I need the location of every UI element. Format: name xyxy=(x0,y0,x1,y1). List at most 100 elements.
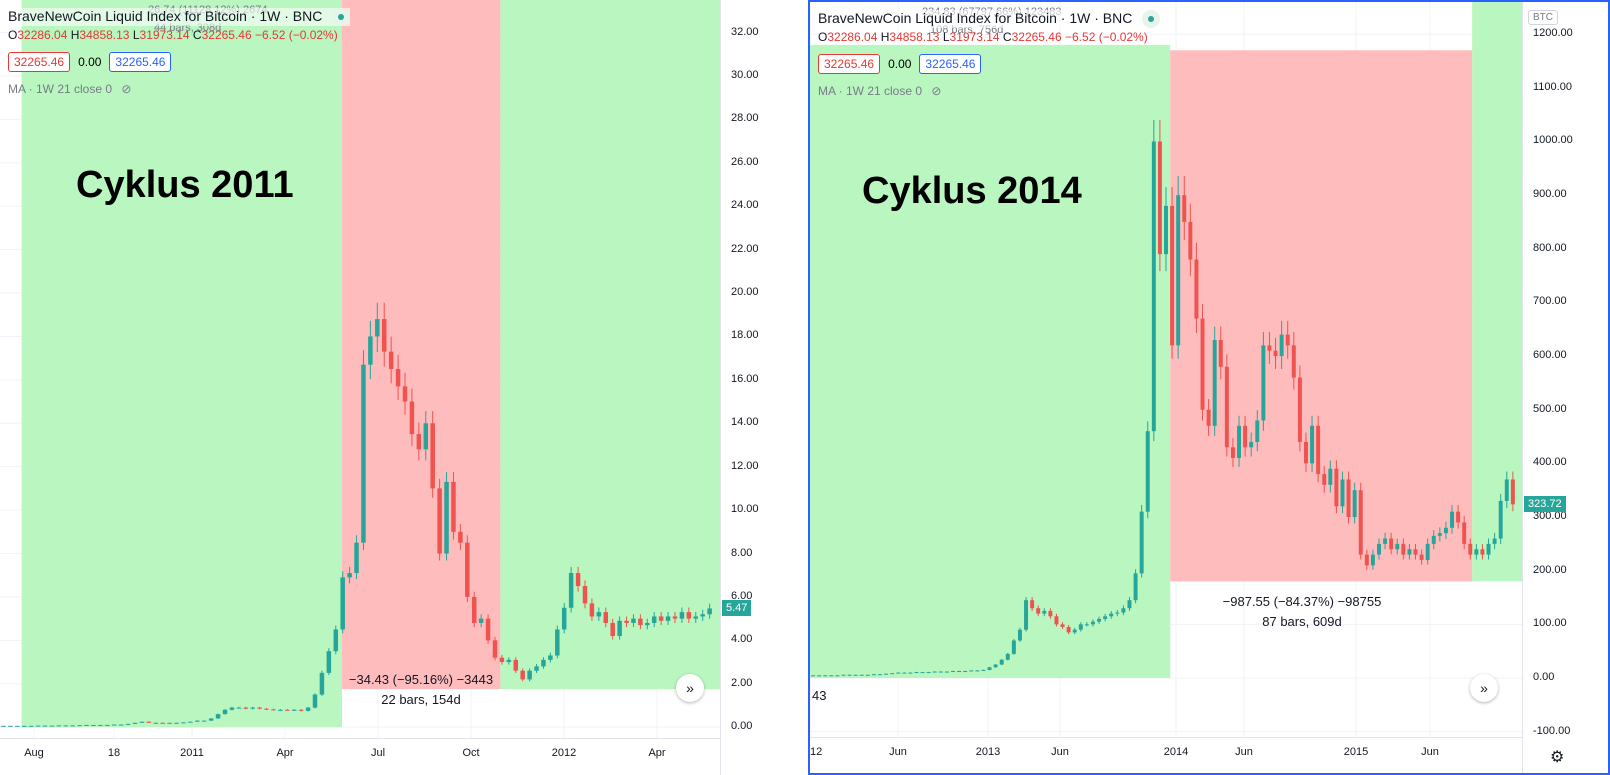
candle xyxy=(1377,543,1381,555)
candle xyxy=(63,725,69,727)
candle xyxy=(111,724,117,726)
candle xyxy=(1395,543,1400,550)
price-axis-left[interactable]: 0.00 2.00 4.00 6.00 8.00 10.00 12.00 14.00 16.00… xyxy=(720,0,808,775)
scroll-to-realtime-button[interactable]: » xyxy=(676,674,704,702)
candle xyxy=(631,618,636,623)
candle xyxy=(541,659,546,667)
candle xyxy=(672,616,678,619)
candle xyxy=(1358,490,1363,555)
candle xyxy=(811,675,816,677)
candle xyxy=(395,369,401,387)
candle xyxy=(1419,554,1424,560)
candle xyxy=(938,671,943,673)
candle xyxy=(70,725,75,727)
time-tick-label: 2013 xyxy=(975,746,1001,758)
candle xyxy=(1291,345,1296,378)
trade-boxes: 32265.46 0.00 32265.46 xyxy=(818,54,982,74)
candle xyxy=(1005,653,1010,660)
price-tick-label: 30.00 xyxy=(731,68,759,81)
time-tick-label: 18 xyxy=(107,747,121,759)
candle xyxy=(700,614,705,617)
eye-off-icon[interactable]: ⊘ xyxy=(121,82,132,96)
settings-gear-icon[interactable]: ⚙ xyxy=(1550,749,1565,766)
candle xyxy=(492,640,498,658)
candle xyxy=(326,651,332,673)
time-axis-right[interactable]: 2012 Jun 2013 Jun 2014 Jun 2015 Jun xyxy=(810,737,1522,773)
buy-price-box[interactable]: 32265.46 xyxy=(919,54,982,74)
time-tick-label: Jun xyxy=(889,746,907,758)
spread-value: 0.00 xyxy=(78,55,102,69)
chart-panel-left[interactable]: 0.00 2.00 4.00 6.00 8.00 10.00 12.00 14.00 16.00… xyxy=(0,0,808,775)
buy-price-box[interactable]: 32265.46 xyxy=(109,52,172,72)
ma-indicator-legend[interactable]: MA · 1W 21 close 0 ⊘ xyxy=(8,82,132,96)
candle xyxy=(188,721,193,723)
candle xyxy=(969,670,974,672)
chart-panel-right[interactable]: -100.00 0.00 100.00 200.00 300.00 400.00 500.0… xyxy=(808,0,1610,775)
price-tick-label: 28.00 xyxy=(731,112,759,125)
candle xyxy=(1078,624,1083,630)
price-tick-label: 22.00 xyxy=(731,242,759,255)
candle xyxy=(465,542,470,597)
candle xyxy=(1492,538,1497,544)
candle xyxy=(291,709,297,711)
candle xyxy=(15,725,20,727)
currency-badge[interactable]: BTC xyxy=(1528,10,1558,25)
symbol-title[interactable]: BraveNewCoin Liquid Index for Bitcoin · … xyxy=(8,8,351,27)
candle xyxy=(1255,420,1260,442)
candle xyxy=(1407,549,1412,555)
candle xyxy=(1097,618,1102,622)
candle xyxy=(568,573,574,608)
bear-zone xyxy=(342,0,501,690)
candle xyxy=(84,724,89,726)
candle xyxy=(823,675,828,677)
symbol-title[interactable]: BraveNewCoin Liquid Index for Bitcoin · … xyxy=(818,10,1161,29)
sell-price-box[interactable]: 32265.46 xyxy=(8,52,71,72)
candle xyxy=(28,725,34,727)
price-tick-label: 16.00 xyxy=(731,372,759,385)
candle xyxy=(1480,549,1485,555)
time-tick-label: 2015 xyxy=(1343,746,1369,758)
candle xyxy=(506,659,512,663)
candle xyxy=(1145,431,1150,512)
price-axis-right[interactable]: -100.00 0.00 100.00 200.00 300.00 400.00 500.0… xyxy=(1522,2,1608,773)
candle xyxy=(944,671,949,673)
plot-area-right[interactable] xyxy=(810,2,1522,737)
candle xyxy=(1243,425,1248,448)
plot-area-left[interactable] xyxy=(0,0,720,738)
eye-off-icon[interactable]: ⊘ xyxy=(931,84,942,98)
candle xyxy=(841,674,846,676)
scroll-to-realtime-button[interactable]: » xyxy=(1470,674,1498,702)
time-axis-left[interactable]: Aug 18 2011 Apr Jul Oct 2012 Apr xyxy=(0,738,720,775)
market-status-icon xyxy=(332,8,351,27)
candle xyxy=(1036,608,1041,614)
symbol-title-text[interactable]: BraveNewCoin Liquid Index for Bitcoin · … xyxy=(818,10,1133,26)
candle xyxy=(859,674,864,676)
time-tick-label: Apr xyxy=(276,747,294,759)
candle xyxy=(1352,490,1357,518)
price-tick-label: 32.00 xyxy=(731,25,759,38)
candle xyxy=(1011,640,1016,654)
candle xyxy=(1048,610,1053,617)
candle xyxy=(871,674,876,676)
candle xyxy=(829,675,834,677)
bull-zone xyxy=(810,44,1171,678)
ma-indicator-legend[interactable]: MA · 1W 21 close 0 ⊘ xyxy=(818,84,942,98)
symbol-title-text[interactable]: BraveNewCoin Liquid Index for Bitcoin · … xyxy=(8,8,323,24)
candle xyxy=(1504,479,1509,501)
candle xyxy=(835,675,840,677)
candle xyxy=(423,423,429,450)
time-tick-label: Jun xyxy=(1235,746,1253,758)
candle xyxy=(1346,479,1351,518)
candle xyxy=(319,672,325,695)
candle xyxy=(56,725,62,727)
candle xyxy=(1090,621,1095,625)
market-status-icon xyxy=(1142,10,1161,29)
candle xyxy=(1279,334,1284,357)
price-tick-label: 200.00 xyxy=(1533,563,1567,576)
candle xyxy=(561,607,567,630)
candle xyxy=(1194,259,1199,319)
candle xyxy=(1109,613,1114,617)
measure-label: −34.43 (−95.16%) −3443 22 bars, 154d xyxy=(348,672,494,707)
time-tick-label: 2012 xyxy=(551,747,577,759)
sell-price-box[interactable]: 32265.46 xyxy=(818,54,881,74)
